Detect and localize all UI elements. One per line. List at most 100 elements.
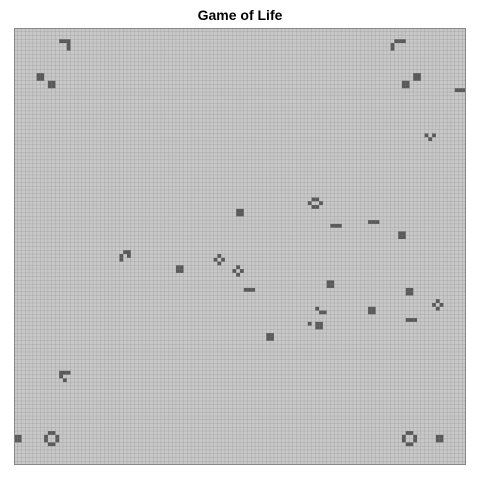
live-cell (214, 258, 218, 262)
live-cell (406, 81, 410, 85)
live-cell (398, 235, 402, 239)
live-cell (334, 224, 338, 228)
live-cell (119, 258, 123, 262)
live-cell (432, 303, 436, 307)
live-cell (315, 205, 319, 209)
live-cell (48, 81, 52, 85)
live-cell (402, 439, 406, 443)
live-cell (410, 431, 414, 435)
live-cell (402, 231, 406, 235)
live-cell (232, 269, 236, 273)
live-cell (428, 137, 432, 141)
live-cell (327, 284, 331, 288)
live-cell (410, 292, 414, 296)
live-cell (240, 209, 244, 213)
live-cell (37, 77, 41, 81)
live-cell (402, 235, 406, 239)
live-cell (251, 288, 255, 292)
live-cell (440, 303, 444, 307)
live-cell (319, 322, 323, 326)
live-cell (410, 318, 414, 322)
live-cell (413, 318, 417, 322)
live-cell (410, 442, 414, 446)
live-cell (402, 435, 406, 439)
live-cell (52, 85, 56, 89)
live-cell (176, 265, 180, 269)
live-cell (48, 431, 52, 435)
live-cell (236, 273, 240, 277)
live-cell (391, 43, 395, 47)
page-title: Game of Life (0, 6, 480, 24)
live-cell (319, 311, 323, 315)
live-cell (18, 435, 22, 439)
live-cell (402, 85, 406, 89)
grid-lines (14, 28, 466, 465)
live-cell (67, 371, 71, 375)
live-cell (327, 280, 331, 284)
live-cell (440, 435, 444, 439)
live-cell (330, 224, 334, 228)
live-cell (52, 442, 56, 446)
live-cell (48, 85, 52, 89)
live-cell (436, 299, 440, 303)
live-cell (67, 39, 71, 43)
live-cell (391, 47, 395, 51)
live-cell (440, 439, 444, 443)
live-cell (63, 371, 67, 375)
live-cell (240, 213, 244, 217)
live-cell (394, 39, 398, 43)
live-cell (52, 431, 56, 435)
live-cell (319, 201, 323, 205)
live-cell (236, 213, 240, 217)
live-cell (40, 77, 44, 81)
live-cell (59, 39, 63, 43)
live-cell (123, 250, 127, 254)
live-cell (406, 292, 410, 296)
game-board[interactable] (14, 28, 466, 465)
live-cell (44, 439, 48, 443)
live-cell (368, 311, 372, 315)
live-cell (436, 435, 440, 439)
live-cell (406, 442, 410, 446)
live-cell (312, 205, 316, 209)
live-cell (40, 73, 44, 77)
live-cell (410, 288, 414, 292)
live-cell (413, 435, 417, 439)
live-cell (398, 39, 402, 43)
live-cell (217, 254, 221, 258)
live-cell (270, 333, 274, 337)
live-cell (406, 288, 410, 292)
live-cell (413, 77, 417, 81)
live-cell (52, 81, 56, 85)
live-cell (372, 220, 376, 224)
live-cell (244, 288, 248, 292)
live-cell (376, 220, 380, 224)
live-cell (372, 307, 376, 311)
live-cell (180, 265, 184, 269)
live-cell (63, 39, 67, 43)
live-cell (48, 442, 52, 446)
live-cell (315, 307, 319, 311)
live-cell (402, 81, 406, 85)
live-cell (221, 258, 225, 262)
live-cell (330, 284, 334, 288)
live-cell (315, 322, 319, 326)
live-cell (312, 198, 316, 202)
live-cell (372, 311, 376, 315)
live-cell (127, 254, 131, 258)
live-cell (436, 439, 440, 443)
live-cell (55, 435, 59, 439)
live-cell (323, 311, 327, 315)
live-cell (315, 326, 319, 330)
live-cell (236, 265, 240, 269)
live-cell (413, 439, 417, 443)
live-cell (330, 280, 334, 284)
live-cell (127, 250, 131, 254)
live-cell (406, 431, 410, 435)
live-cell (217, 262, 221, 266)
live-cell (240, 269, 244, 273)
live-cell (436, 307, 440, 311)
live-cell (315, 198, 319, 202)
live-cell (425, 133, 429, 137)
live-cell (368, 220, 372, 224)
